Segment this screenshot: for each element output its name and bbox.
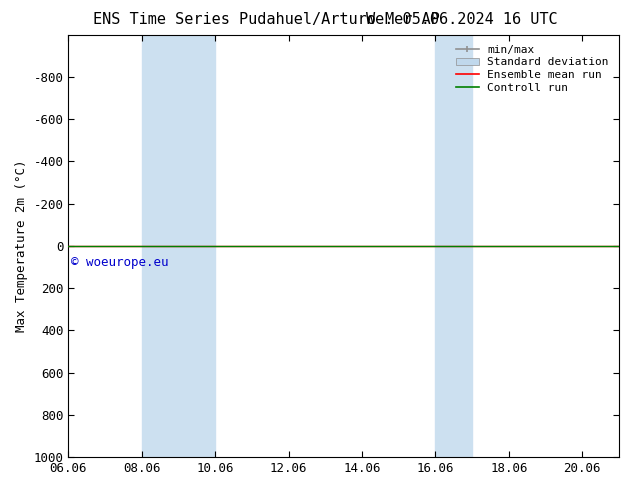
Text: © woeurope.eu: © woeurope.eu [70, 256, 168, 270]
Bar [436, 35, 472, 457]
Text: ENS Time Series Pudahuel/Arturo Mer AP: ENS Time Series Pudahuel/Arturo Mer AP [93, 12, 439, 27]
Legend: min/max, Standard deviation, Ensemble mean run, Controll run: min/max, Standard deviation, Ensemble me… [452, 40, 614, 98]
Bar [142, 35, 215, 457]
Text: We. 05.06.2024 16 UTC: We. 05.06.2024 16 UTC [366, 12, 558, 27]
Y-axis label: Max Temperature 2m (°C): Max Temperature 2m (°C) [15, 160, 28, 332]
